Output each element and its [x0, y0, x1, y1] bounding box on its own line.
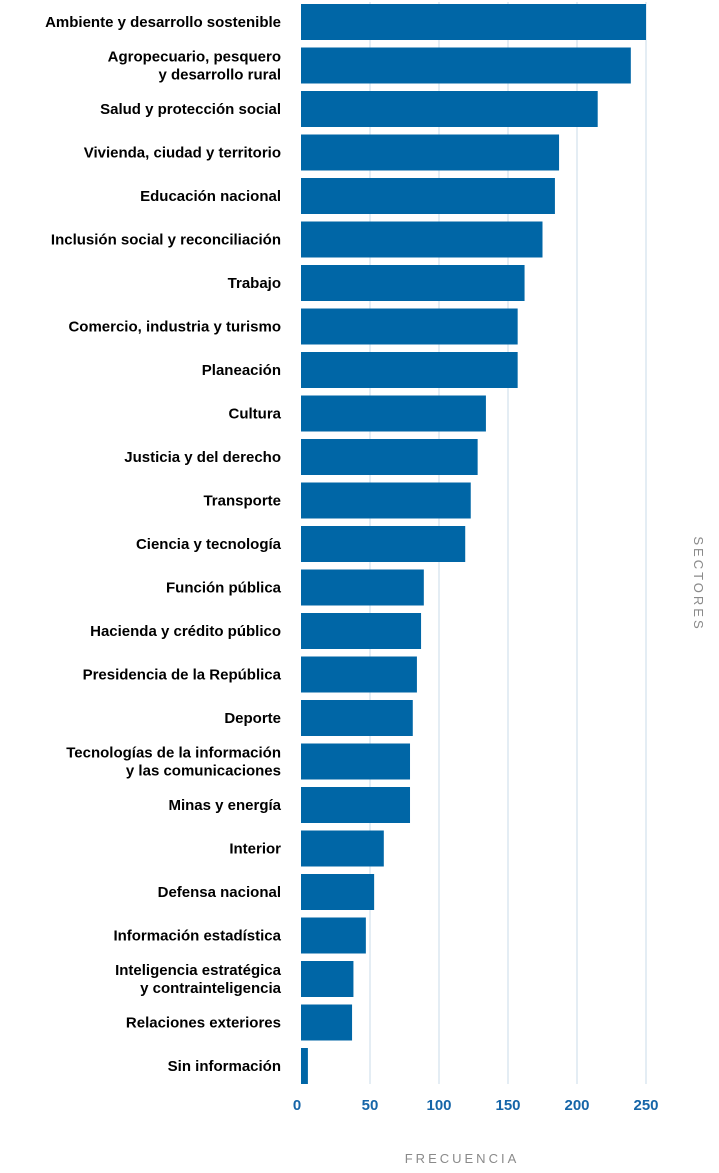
- bar: [301, 134, 560, 171]
- bar: [301, 395, 486, 432]
- x-tick-label: 150: [495, 1097, 520, 1114]
- category-label: Información estadística: [113, 928, 281, 945]
- category-label: Comercio, industria y turismo: [68, 319, 281, 336]
- bar: [301, 1048, 308, 1084]
- category-label: Educación nacional: [140, 188, 281, 205]
- category-label: Tecnologías de la información y las comun…: [66, 745, 281, 780]
- bar: [301, 830, 384, 867]
- x-axis-ticks: 0 50 100 150 200 250: [293, 1097, 659, 1114]
- bar: [301, 221, 543, 258]
- category-labels: Ambiente y desarrollo sostenible Agropecu…: [45, 14, 282, 1075]
- category-label: Ambiente y desarrollo sostenible: [45, 14, 281, 31]
- bars: [301, 4, 646, 1084]
- category-label: Minas y energía: [168, 797, 281, 814]
- bar: [301, 91, 598, 127]
- bar: [301, 47, 631, 84]
- x-tick-label: 200: [564, 1097, 589, 1114]
- y-axis-title: SECTORES: [691, 536, 706, 631]
- x-axis-title: FRECUENCIA: [405, 1151, 520, 1166]
- x-tick-label: 50: [362, 1097, 379, 1114]
- category-label: Cultura: [229, 406, 282, 423]
- bar: [301, 874, 375, 910]
- category-label: Transporte: [203, 493, 281, 510]
- category-label: Inclusión social y reconciliación: [51, 232, 281, 249]
- x-tick-label: 100: [426, 1097, 451, 1114]
- bar: [301, 917, 366, 954]
- category-label: Presidencia de la República: [83, 667, 282, 684]
- category-label: Sin información: [168, 1058, 281, 1075]
- category-label: Salud y protección social: [100, 101, 281, 118]
- bar: [301, 961, 354, 997]
- category-label: Vivienda, ciudad y territorio: [84, 145, 281, 162]
- category-label: Trabajo: [228, 275, 281, 292]
- x-tick-label: 0: [293, 1097, 301, 1114]
- category-label: Planeación: [202, 362, 281, 379]
- bar: [301, 787, 411, 823]
- category-label: Ciencia y tecnología: [136, 536, 282, 553]
- category-label: Relaciones exteriores: [126, 1015, 281, 1032]
- bar: [301, 439, 478, 475]
- bar: [301, 656, 417, 693]
- bar: [301, 1004, 353, 1041]
- bar: [301, 4, 646, 40]
- category-label: Hacienda y crédito público: [90, 623, 281, 640]
- x-tick-label: 250: [633, 1097, 658, 1114]
- bar: [301, 178, 555, 214]
- bar: [301, 613, 422, 649]
- bar: [301, 526, 466, 562]
- category-label: Función pública: [166, 580, 282, 597]
- category-label: Interior: [229, 841, 281, 858]
- category-label: Inteligencia estratégica y contraintelige…: [115, 962, 282, 997]
- bar: [301, 743, 411, 780]
- bar: [301, 700, 413, 736]
- bar: [301, 308, 518, 345]
- bar: [301, 265, 525, 301]
- category-label: Agropecuario, pesquero y desarrollo rural: [108, 49, 281, 84]
- bar: [301, 482, 471, 519]
- category-label: Deporte: [224, 710, 281, 727]
- category-label: Defensa nacional: [158, 884, 281, 901]
- bar: [301, 352, 518, 388]
- category-label: Justicia y del derecho: [124, 449, 281, 466]
- bar: [301, 569, 424, 606]
